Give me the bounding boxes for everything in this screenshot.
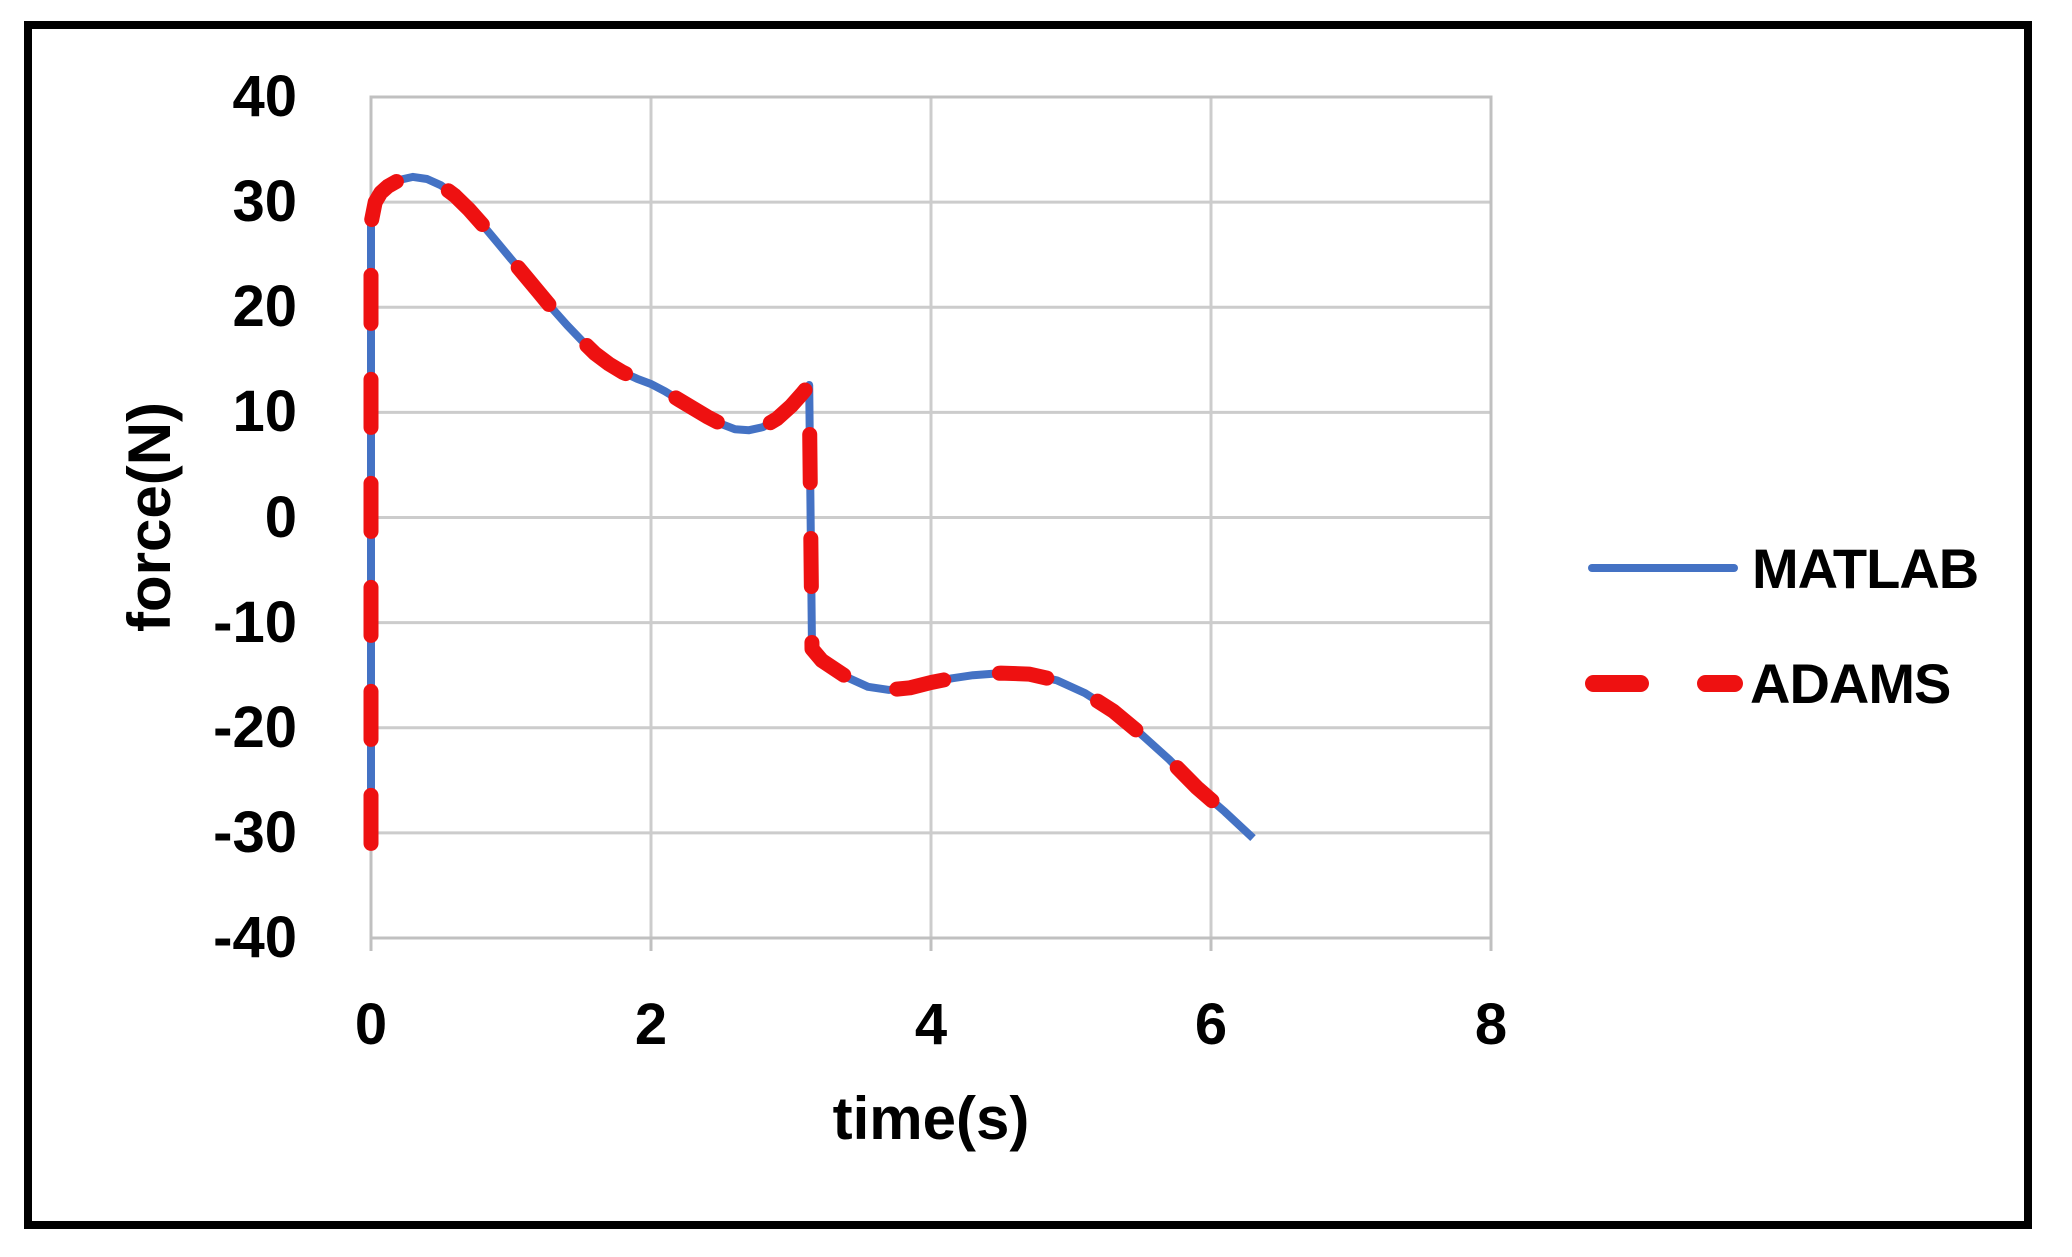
y-tick-label--40: -40 xyxy=(213,905,297,970)
legend-adams-dash-swatch xyxy=(1585,675,1649,692)
legend-label-matlab: MATLAB xyxy=(1752,537,1979,600)
figure-border-frame xyxy=(24,21,2032,1229)
x-tick-label-2: 2 xyxy=(634,992,668,1057)
x-axis-title: time(s) xyxy=(832,1085,1030,1152)
y-tick-label--20: -20 xyxy=(213,694,297,760)
x-tick-label-8: 8 xyxy=(1474,992,1508,1057)
y-tick-label-10: 10 xyxy=(232,379,297,445)
series-curve-adams xyxy=(363,169,1261,851)
x-tick-label-0: 0 xyxy=(354,992,388,1057)
x-tick-label-4: 4 xyxy=(914,992,948,1057)
y-tick-label-40: 40 xyxy=(232,64,297,129)
y-tick-label--10: -10 xyxy=(213,589,297,655)
legend-matlab-line-swatch xyxy=(1588,564,1738,572)
x-tick-label-6: 6 xyxy=(1194,992,1228,1057)
legend-adams-dash-swatch xyxy=(1697,675,1743,692)
y-tick-label-30: 30 xyxy=(232,169,297,235)
y-tick-label--30: -30 xyxy=(213,799,297,865)
y-axis-title: force(N) xyxy=(116,401,183,633)
y-tick-label-0: 0 xyxy=(264,484,297,550)
legend-label-adams: ADAMS xyxy=(1750,652,1951,715)
series-curve-matlab xyxy=(367,172,1256,844)
y-tick-label-20: 20 xyxy=(232,274,297,340)
